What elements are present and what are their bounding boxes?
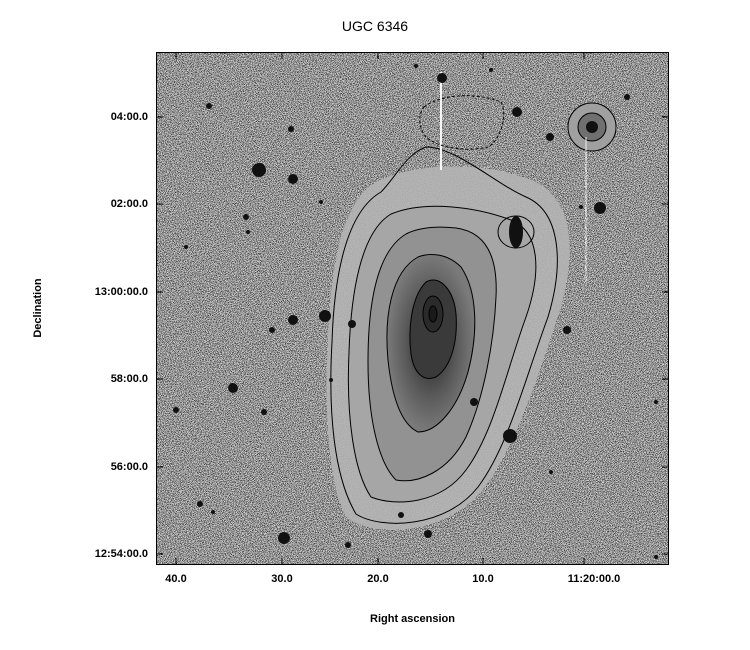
contour-outer [330,146,558,524]
chart-title: UGC 6346 [341,18,409,34]
x-tick-label: 40.0 [165,573,187,585]
y-tick-label: 02:00.0 [110,198,148,210]
galaxy-image-plot [156,52,669,565]
x-tick-marks [175,52,585,565]
x-tick-label: 11:20:00.0 [567,573,621,585]
contour-core-2 [428,305,438,323]
y-tick-label: 13:00:00.0 [94,286,148,298]
y-tick-label: 56:00.0 [110,461,148,473]
y-tick-marks [156,116,669,555]
x-tick-label: 30.0 [271,573,293,585]
star-core [509,216,523,248]
y-tick-label: 04:00.0 [110,111,148,123]
plot-frame [156,52,669,565]
y-tick-label: 58:00.0 [110,373,148,385]
x-axis-label: Right ascension [370,613,455,625]
star-top-right-core [586,121,598,133]
x-tick-label: 20.0 [367,573,389,585]
y-tick-label: 12:54:00.0 [94,548,148,560]
contour-top-patch [419,95,505,150]
y-axis-label: Declination [32,278,44,338]
x-tick-label: 10.0 [472,573,494,585]
field-stars [173,64,658,559]
